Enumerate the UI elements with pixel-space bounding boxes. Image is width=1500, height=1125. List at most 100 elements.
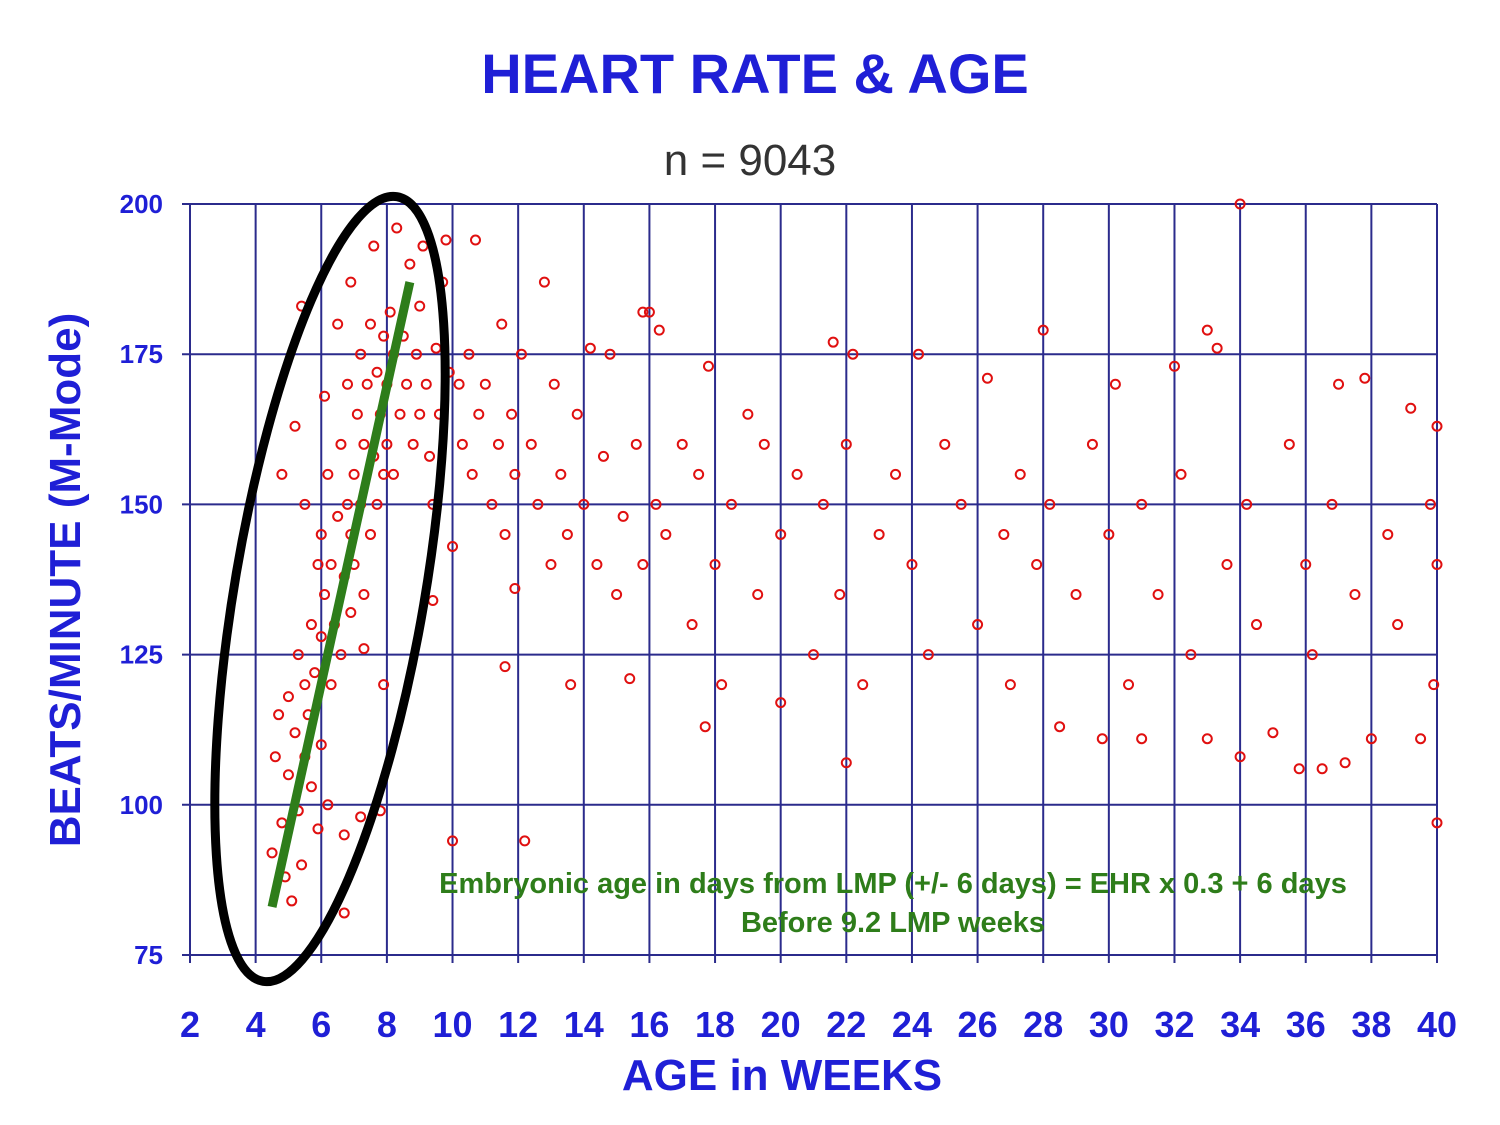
data-point	[1428, 679, 1440, 691]
x-tick-labels: 2 4 6 8 10 12 14 16 18 20 22 24 26 28 30 32 34 36 38 40	[180, 1004, 1457, 1045]
data-point	[532, 498, 544, 510]
data-point	[955, 498, 967, 510]
data-point	[1070, 589, 1082, 601]
data-point	[555, 468, 567, 480]
data-point	[1359, 372, 1371, 384]
data-point	[716, 679, 728, 691]
data-point	[1168, 360, 1180, 372]
data-point	[342, 498, 354, 510]
data-point	[430, 342, 442, 354]
data-point	[381, 438, 393, 450]
data-point	[276, 817, 288, 829]
data-point	[325, 679, 337, 691]
data-point	[315, 528, 327, 540]
trend-line	[267, 281, 415, 908]
data-point	[276, 468, 288, 480]
data-point	[299, 498, 311, 510]
x-tick-label: 4	[246, 1004, 266, 1045]
x-axis-label: AGE in WEEKS	[622, 1051, 942, 1100]
data-point	[1037, 324, 1049, 336]
data-point	[617, 510, 629, 522]
data-point	[525, 438, 537, 450]
data-point	[1392, 619, 1404, 631]
data-point	[545, 558, 557, 570]
data-point	[1221, 558, 1233, 570]
data-point	[440, 234, 452, 246]
x-tick-label: 16	[629, 1004, 669, 1045]
data-point	[378, 679, 390, 691]
data-point	[1300, 558, 1312, 570]
y-tick-label: 75	[134, 940, 163, 970]
data-point	[873, 528, 885, 540]
data-point	[427, 595, 439, 607]
data-point	[456, 438, 468, 450]
data-point	[1086, 438, 1098, 450]
data-point	[384, 306, 396, 318]
data-point	[312, 823, 324, 835]
data-point	[857, 679, 869, 691]
data-point	[1431, 558, 1443, 570]
data-point	[266, 847, 278, 859]
x-tick-label: 26	[958, 1004, 998, 1045]
data-point	[840, 757, 852, 769]
data-point	[325, 558, 337, 570]
data-point	[699, 721, 711, 733]
data-point	[834, 589, 846, 601]
data-point	[752, 589, 764, 601]
data-point	[1054, 721, 1066, 733]
data-point	[611, 589, 623, 601]
x-tick-label: 8	[377, 1004, 397, 1045]
data-point	[358, 643, 370, 655]
data-point	[637, 306, 649, 318]
data-point	[1175, 468, 1187, 480]
data-point	[463, 348, 475, 360]
data-point	[509, 583, 521, 595]
data-point	[775, 697, 787, 709]
data-point	[1211, 342, 1223, 354]
data-point	[394, 408, 406, 420]
annotation-line-2: Before 9.2 LMP weeks	[741, 907, 1045, 939]
data-point	[338, 907, 350, 919]
y-tick-label: 125	[120, 640, 163, 670]
data-point	[273, 709, 285, 721]
y-tick-label: 175	[120, 339, 163, 369]
data-point	[391, 222, 403, 234]
data-point	[368, 240, 380, 252]
x-tick-label: 36	[1286, 1004, 1326, 1045]
y-tick-label: 200	[120, 189, 163, 219]
data-point	[906, 558, 918, 570]
chart-title: HEART RATE & AGE	[481, 42, 1029, 105]
data-point	[1201, 733, 1213, 745]
data-point	[548, 378, 560, 390]
data-point	[709, 558, 721, 570]
data-point	[332, 510, 344, 522]
data-point	[378, 330, 390, 342]
data-point	[1306, 649, 1318, 661]
data-point	[496, 318, 508, 330]
data-point	[371, 366, 383, 378]
data-point	[808, 649, 819, 661]
data-point	[584, 342, 596, 354]
data-point	[653, 324, 665, 336]
grid	[182, 203, 1438, 963]
data-point	[417, 240, 429, 252]
data-point	[414, 408, 426, 420]
data-point	[289, 727, 301, 739]
data-point	[282, 691, 294, 703]
data-point	[538, 276, 550, 288]
data-point	[998, 528, 1010, 540]
data-point	[319, 390, 331, 402]
data-point	[1109, 378, 1121, 390]
data-point	[319, 589, 331, 601]
data-point	[571, 408, 583, 420]
data-point	[358, 589, 370, 601]
data-point	[358, 438, 370, 450]
data-point	[1293, 763, 1305, 775]
data-point	[351, 408, 363, 420]
data-point	[847, 348, 859, 360]
data-point	[292, 649, 304, 661]
data-point	[591, 558, 603, 570]
x-tick-label: 40	[1417, 1004, 1457, 1045]
data-point	[486, 498, 498, 510]
